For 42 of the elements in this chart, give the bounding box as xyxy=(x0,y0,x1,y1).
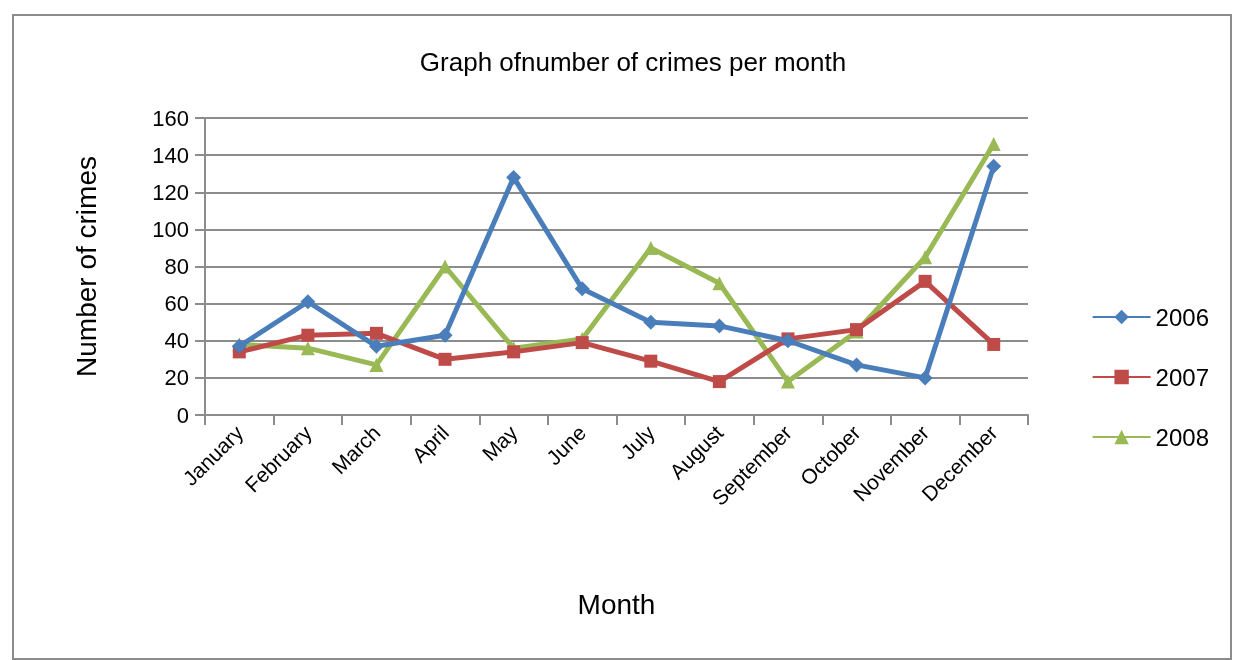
x-tick-label: May xyxy=(477,420,523,466)
x-axis-title: Month xyxy=(577,588,656,620)
point xyxy=(712,375,726,389)
x-tick-label: July xyxy=(616,420,660,464)
point xyxy=(643,240,658,255)
point xyxy=(986,136,1001,151)
point xyxy=(369,357,384,372)
legend-label: 2006 xyxy=(1155,303,1209,331)
y-tick-label: 120 xyxy=(152,179,189,205)
point xyxy=(575,336,589,350)
point xyxy=(849,357,865,373)
point xyxy=(986,158,1002,174)
point xyxy=(917,370,933,386)
point xyxy=(438,352,452,366)
point xyxy=(300,294,316,310)
y-tick-label: 60 xyxy=(164,291,189,317)
point xyxy=(574,281,590,297)
point xyxy=(368,338,384,354)
y-tick-label: 40 xyxy=(164,328,189,354)
y-tick-label: 160 xyxy=(152,105,189,131)
point xyxy=(369,326,383,340)
point xyxy=(300,341,315,356)
point xyxy=(644,354,658,368)
legend-label: 2008 xyxy=(1155,423,1209,451)
point xyxy=(918,274,932,288)
chart-title: Graph ofnumber of crimes per month xyxy=(419,47,847,77)
point xyxy=(712,276,727,291)
point xyxy=(506,169,522,185)
y-tick-label: 20 xyxy=(164,365,189,391)
y-tick-label: 0 xyxy=(176,402,189,428)
y-tick-label: 140 xyxy=(152,142,189,168)
point xyxy=(643,314,659,330)
point xyxy=(507,345,521,359)
point xyxy=(437,327,453,343)
y-tick-label: 100 xyxy=(152,216,189,242)
point xyxy=(918,250,933,265)
legend-label: 2007 xyxy=(1155,363,1209,391)
point xyxy=(301,328,315,342)
point xyxy=(987,337,1001,351)
y-axis-title: Number of crimes xyxy=(70,156,102,377)
y-tick-label: 80 xyxy=(164,254,189,279)
point xyxy=(780,374,795,389)
